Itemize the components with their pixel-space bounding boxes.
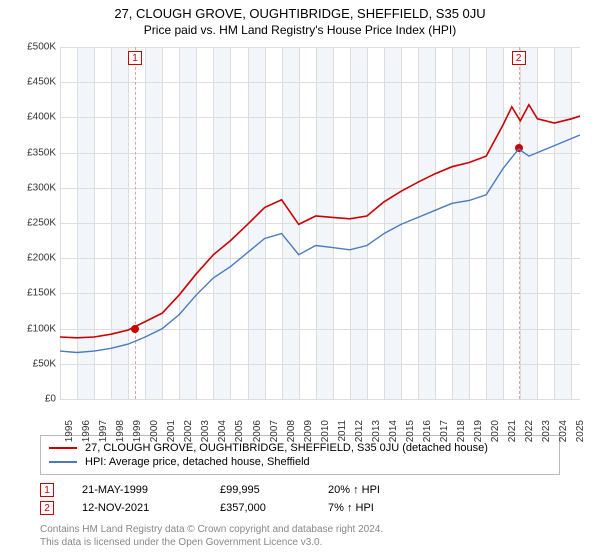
x-axis-label: 2007 xyxy=(269,420,280,442)
x-axis-label: 2006 xyxy=(252,420,263,442)
transaction-date: 12-NOV-2021 xyxy=(82,502,192,514)
footer: Contains HM Land Registry data © Crown c… xyxy=(40,523,560,549)
transaction-pct: 7% ↑ HPI xyxy=(328,502,374,514)
x-axis-label: 1998 xyxy=(115,420,126,442)
legend-label: HPI: Average price, detached house, Shef… xyxy=(85,456,310,468)
x-axis-label: 2013 xyxy=(371,420,382,442)
x-axis-label: 2014 xyxy=(388,420,399,442)
y-axis-label: £0 xyxy=(45,394,56,405)
x-axis-label: 2003 xyxy=(200,420,211,442)
x-axis-label: 2005 xyxy=(234,420,245,442)
arrow-up-icon: ↑ xyxy=(347,502,353,514)
x-axis-label: 2025 xyxy=(575,420,586,442)
legend-swatch xyxy=(49,461,77,463)
transaction-price: £99,995 xyxy=(220,484,300,496)
footer-line: Contains HM Land Registry data © Crown c… xyxy=(40,523,560,536)
x-axis-label: 2002 xyxy=(183,420,194,442)
transaction-date: 21-MAY-1999 xyxy=(82,484,192,496)
x-axis-label: 2015 xyxy=(405,420,416,442)
transaction-row: 1 21-MAY-1999 £99,995 20% ↑ HPI xyxy=(40,481,560,499)
x-axis-label: 2009 xyxy=(303,420,314,442)
y-axis-label: £150K xyxy=(27,288,56,299)
x-axis-label: 2019 xyxy=(473,420,484,442)
x-axis-label: 2001 xyxy=(166,420,177,442)
transaction-price: £357,000 xyxy=(220,502,300,514)
x-axis-label: 2012 xyxy=(354,420,365,442)
x-axis-label: 2004 xyxy=(217,420,228,442)
x-axis-label: 1996 xyxy=(81,420,92,442)
x-axis-label: 2018 xyxy=(456,420,467,442)
y-axis-label: £250K xyxy=(27,218,56,229)
transaction-marker-inline: 1 xyxy=(40,483,54,497)
chart-title: 27, CLOUGH GROVE, OUGHTIBRIDGE, SHEFFIEL… xyxy=(0,0,600,21)
x-axis-label: 2008 xyxy=(286,420,297,442)
gridline-horizontal xyxy=(60,399,580,400)
x-axis-label: 2021 xyxy=(507,420,518,442)
legend-item: 27, CLOUGH GROVE, OUGHTIBRIDGE, SHEFFIEL… xyxy=(49,441,551,455)
transaction-marker-inline: 2 xyxy=(40,501,54,515)
x-axis-label: 2024 xyxy=(558,420,569,442)
y-axis-label: £500K xyxy=(27,42,56,53)
x-axis-label: 2017 xyxy=(439,420,450,442)
legend-item: HPI: Average price, detached house, Shef… xyxy=(49,455,551,469)
x-axis-label: 1997 xyxy=(98,420,109,442)
arrow-up-icon: ↑ xyxy=(353,484,359,496)
x-axis-label: 1999 xyxy=(132,420,143,442)
series-line-hpi xyxy=(60,135,580,353)
y-axis-label: £200K xyxy=(27,253,56,264)
chart-subtitle: Price paid vs. HM Land Registry's House … xyxy=(0,21,600,41)
x-axis-label: 2016 xyxy=(422,420,433,442)
y-axis-label: £450K xyxy=(27,77,56,88)
series-line-price_paid xyxy=(60,105,580,338)
y-axis-label: £350K xyxy=(27,147,56,158)
y-axis-label: £100K xyxy=(27,323,56,334)
x-axis-label: 1995 xyxy=(64,420,75,442)
transaction-pct: 20% ↑ HPI xyxy=(328,484,380,496)
legend-label: 27, CLOUGH GROVE, OUGHTIBRIDGE, SHEFFIEL… xyxy=(85,442,488,454)
transaction-row: 2 12-NOV-2021 £357,000 7% ↑ HPI xyxy=(40,499,560,517)
y-axis-label: £50K xyxy=(33,358,56,369)
legend-swatch xyxy=(49,447,77,449)
x-axis-label: 2022 xyxy=(524,420,535,442)
footer-line: This data is licensed under the Open Gov… xyxy=(40,536,560,549)
x-axis-label: 2023 xyxy=(541,420,552,442)
x-axis-label: 2000 xyxy=(149,420,160,442)
x-axis-label: 2020 xyxy=(490,420,501,442)
chart: 12 £0 £50K £100K £150K £200K £250K £300K £350K £… xyxy=(10,41,590,431)
x-axis-label: 2011 xyxy=(337,420,348,442)
y-axis-label: £300K xyxy=(27,182,56,193)
transaction-table: 1 21-MAY-1999 £99,995 20% ↑ HPI 2 12-NOV-2021… xyxy=(40,481,560,517)
plot-area: 12 xyxy=(60,47,580,399)
y-axis-label: £400K xyxy=(27,112,56,123)
x-axis-label: 2010 xyxy=(320,420,331,442)
